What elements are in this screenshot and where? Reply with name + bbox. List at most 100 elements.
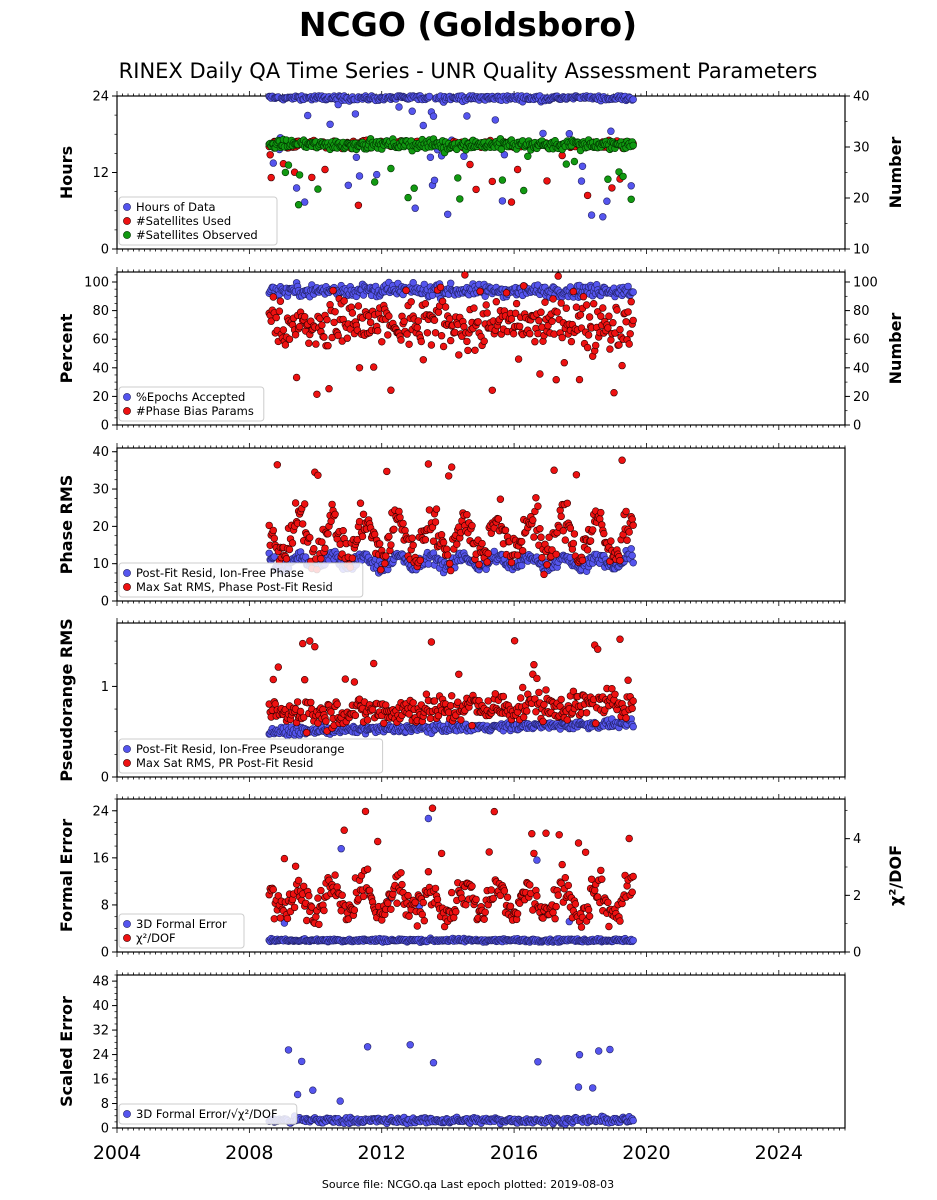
data-point [578,162,587,171]
legend-label: Post-Fit Resid, Ion-Free Phase [136,566,304,580]
data-point [419,356,427,364]
y-right-tick-label: 60 [853,333,870,348]
data-point [550,330,558,338]
data-point [622,714,630,722]
data-point [554,272,562,280]
data-point [549,295,557,303]
data-point [502,289,511,297]
data-point [628,551,636,560]
data-point [569,539,578,548]
data-point [301,675,309,684]
data-point [531,338,539,346]
data-point [629,95,637,104]
data-point [491,116,499,124]
data-point [558,333,566,342]
data-point [441,303,450,311]
data-point [629,288,637,296]
data-point [453,540,461,548]
data-point [306,637,314,645]
data-point [323,316,331,324]
data-point [552,376,560,384]
data-point [515,322,524,331]
y-axis-label: Phase RMS [57,475,76,575]
data-point [563,499,571,507]
data-point [348,554,357,562]
data-point [607,537,615,545]
data-point [562,304,570,312]
data-point [284,161,293,169]
data-point [396,513,404,522]
data-point [387,386,395,394]
data-point [513,165,522,174]
data-point [447,701,455,710]
data-point [536,370,544,378]
data-point [491,690,499,698]
data-point [557,695,565,704]
data-point [570,157,579,166]
data-point [616,556,624,565]
data-point [460,152,468,161]
data-point [355,172,364,180]
y-axis-label: Hours [57,146,76,199]
data-point [354,201,363,210]
y-tick-label: 0 [101,243,109,258]
data-point [400,317,408,326]
y-right-axis-label: χ²/DOF [886,845,905,906]
y-right-tick-label: 20 [853,390,870,405]
scatter-points [265,92,637,221]
data-point [432,505,441,513]
data-point [576,311,585,319]
data-point [536,524,544,533]
data-point [463,337,471,346]
data-point [494,515,503,523]
data-point [431,518,440,526]
data-point [437,530,446,539]
data-point [409,541,417,549]
data-point [618,361,626,370]
y-tick-label: 8 [101,898,109,913]
data-point [385,532,393,541]
data-point [626,330,634,338]
data-point [448,463,456,471]
data-point [312,340,320,348]
data-point [426,714,435,723]
data-point [351,110,360,118]
data-point [553,308,561,316]
y-right-tick-label: 10 [853,243,870,258]
data-point [604,175,612,183]
data-point [451,328,459,337]
data-point [464,346,472,355]
legend-marker [123,745,131,753]
data-point [430,316,439,324]
legend-marker [123,393,131,401]
series-1 [265,92,637,221]
data-point [317,554,325,563]
data-point [572,303,581,311]
data-point [331,510,339,518]
data-point [589,300,598,308]
data-point [616,325,624,334]
data-point [557,299,565,307]
data-point [507,558,516,567]
data-point [519,282,528,290]
data-point [281,341,290,349]
data-point [565,130,573,138]
data-point [622,318,630,326]
data-point [539,717,547,726]
y-right-tick-label: 40 [853,361,870,376]
data-point [299,520,307,528]
data-point [359,510,368,518]
data-point [404,193,412,202]
y-tick-label: 12 [92,166,109,181]
data-point [629,722,637,731]
data-point [613,306,621,314]
data-point [339,526,347,535]
data-point [269,159,277,167]
data-point [470,304,478,312]
legend: Post-Fit Resid, Ion-Free PseudorangeMax … [118,738,384,774]
data-point [337,844,345,853]
data-point [341,675,349,683]
data-point [468,521,476,530]
data-point [628,704,636,713]
